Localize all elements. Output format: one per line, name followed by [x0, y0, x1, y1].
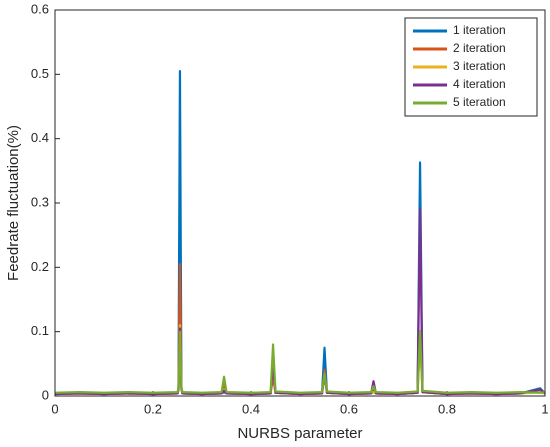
x-tick-label: 0	[51, 401, 58, 416]
y-tick-label: 0.6	[31, 1, 49, 16]
legend-label: 5 iteration	[453, 95, 506, 109]
y-tick-label: 0.4	[31, 130, 49, 145]
x-axis-label: NURBS parameter	[237, 425, 362, 442]
y-tick-label: 0.2	[31, 259, 49, 274]
x-tick-label: 0.6	[340, 401, 358, 416]
x-tick-label: 0.4	[242, 401, 260, 416]
x-tick-label: 1	[541, 401, 548, 416]
legend-label: 4 iteration	[453, 77, 506, 91]
legend-label: 1 iteration	[453, 23, 506, 37]
y-axis-label: Feedrate fluctuation(%)	[5, 125, 22, 281]
x-tick-label: 0.8	[438, 401, 456, 416]
legend-label: 2 iteration	[453, 41, 506, 55]
series-line	[54, 330, 546, 394]
x-tick-label: 0.2	[144, 401, 162, 416]
y-tick-label: 0.1	[31, 323, 49, 338]
legend-label: 3 iteration	[453, 59, 506, 73]
y-tick-label: 0.3	[31, 194, 49, 209]
y-tick-label: 0.5	[31, 66, 49, 81]
plot-frame	[54, 9, 546, 397]
y-tick-label: 0	[42, 387, 49, 402]
